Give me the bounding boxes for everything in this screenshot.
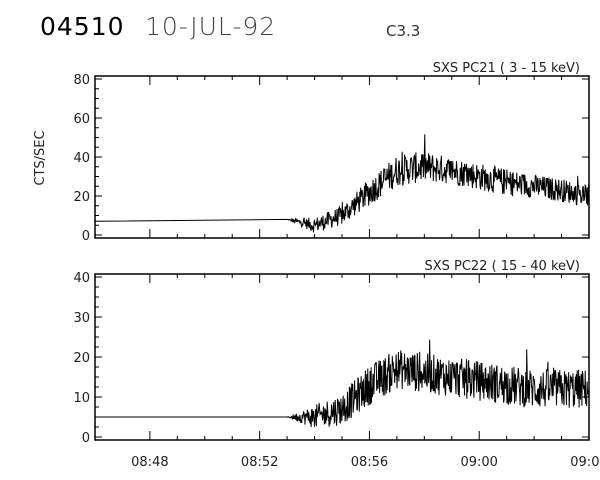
ytick-label: 20 [73, 190, 90, 205]
series-line [95, 339, 590, 428]
xtick-label: 08:52 [241, 455, 278, 470]
ytick-label: 10 [73, 391, 90, 406]
panel-pc21-curve [94, 134, 590, 233]
series-line [94, 134, 590, 233]
ytick-label: 0 [82, 229, 90, 244]
xtick-label: 08:56 [351, 455, 388, 470]
ytick-label: 80 [73, 73, 90, 88]
event-id: 04510 [40, 12, 125, 41]
ytick-label: 40 [73, 151, 90, 166]
xtick-label: 09:00 [460, 455, 497, 470]
ytick-label: 20 [73, 351, 90, 366]
ytick-label: 30 [73, 311, 90, 326]
panel-pc22-frame [94, 273, 590, 441]
xtick-label: 08:48 [131, 455, 168, 470]
ytick-label: 0 [82, 431, 90, 446]
panel-pc21-frame [94, 75, 590, 239]
panel-pc22: SXS PC22 ( 15 - 40 keV) 0 10 20 30 40 [73, 259, 590, 446]
flare-class: C3.3 [386, 22, 421, 40]
ytick-label: 60 [73, 112, 90, 127]
xtick-label: 09:04 [570, 455, 600, 470]
panel-pc21: SXS PC21 ( 3 - 15 keV) CTS/SEC 0 20 40 60 80 [33, 61, 590, 244]
panel-pc22-curve [95, 339, 590, 428]
panel-pc22-title: SXS PC22 ( 15 - 40 keV) [424, 259, 580, 274]
ytick-label: 40 [73, 271, 90, 286]
panel-pc21-title: SXS PC21 ( 3 - 15 keV) [433, 61, 580, 76]
panel-pc21-ylabel: CTS/SEC [33, 130, 48, 185]
event-date: 10-JUL-92 [145, 12, 277, 41]
